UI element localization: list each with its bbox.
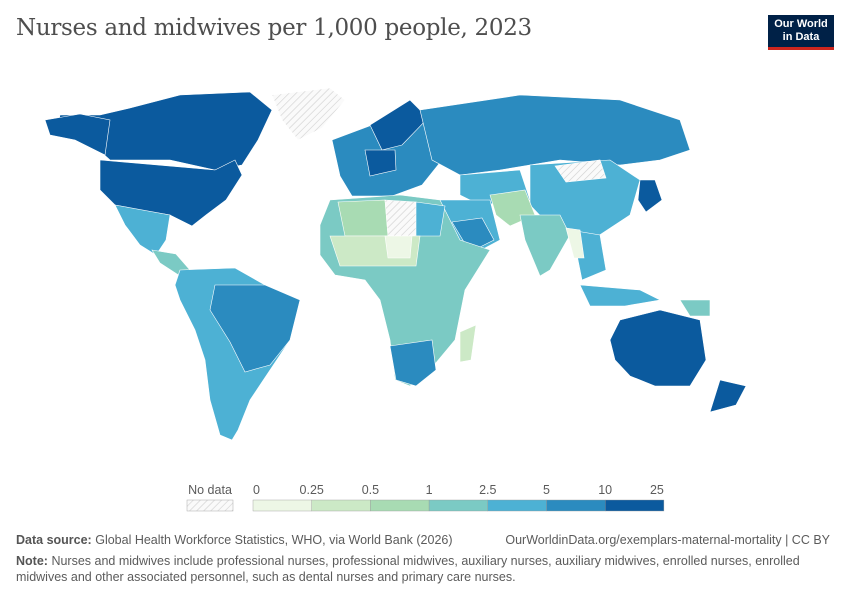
region-australia[interactable] (609, 309, 707, 387)
region-mongolia[interactable] (554, 159, 607, 183)
note-text: Nurses and midwives include professional… (16, 554, 800, 584)
legend-no-data-label: No data (188, 483, 232, 497)
region-new-zealand[interactable] (709, 379, 747, 413)
source-url[interactable]: OurWorldinData.org/exemplars-maternal-mo… (505, 533, 830, 547)
region-southern-africa[interactable] (389, 339, 437, 387)
legend-tick-label: 0.25 (300, 483, 324, 497)
legend-swatch[interactable] (428, 499, 489, 512)
region-indonesia[interactable] (579, 284, 661, 307)
region-brazil[interactable] (209, 284, 301, 373)
data-source: Data source: Global Health Workforce Sta… (16, 533, 453, 547)
region-germany[interactable] (364, 149, 397, 177)
region-madagascar[interactable] (459, 324, 477, 363)
region-greenland[interactable] (271, 87, 346, 141)
legend-swatch[interactable] (546, 499, 606, 512)
legend-swatch[interactable] (605, 499, 665, 512)
region-egypt[interactable] (415, 201, 446, 237)
legend-swatch[interactable] (487, 499, 547, 512)
legend-no-data-swatch (186, 499, 234, 512)
legend-tick-label: 2.5 (479, 483, 496, 497)
legend-tick-label: 0.5 (362, 483, 379, 497)
note-label: Note: (16, 554, 48, 568)
chart-title: Nurses and midwives per 1,000 people, 20… (16, 15, 532, 41)
region-papua-new-guinea[interactable] (679, 299, 711, 317)
region-united-states[interactable] (44, 113, 243, 227)
region-myanmar[interactable] (565, 227, 585, 259)
legend-tick-label: 1 (426, 483, 433, 497)
legend-tick-label: 10 (598, 483, 612, 497)
legend-tick-label: 5 (543, 483, 550, 497)
legend-swatch[interactable] (252, 499, 312, 512)
region-russia[interactable] (419, 94, 691, 176)
source-label: Data source: (16, 533, 92, 547)
legend-tick-label: 0 (253, 483, 260, 497)
region-india[interactable] (519, 214, 571, 277)
legend-swatch[interactable] (370, 499, 430, 512)
owid-logo[interactable]: Our World in Data (768, 15, 834, 50)
note: Note: Nurses and midwives include profes… (16, 553, 836, 585)
source-text: Global Health Workforce Statistics, WHO,… (95, 533, 453, 547)
legend-tick-label: 25 (650, 483, 664, 497)
region-niger[interactable] (384, 235, 413, 259)
legend-swatch[interactable] (311, 499, 371, 512)
logo-line-1: Our World (774, 18, 828, 30)
region-japan[interactable] (637, 179, 663, 213)
region-nordic-countries[interactable] (369, 99, 429, 151)
logo-line-2: in Data (782, 31, 820, 43)
